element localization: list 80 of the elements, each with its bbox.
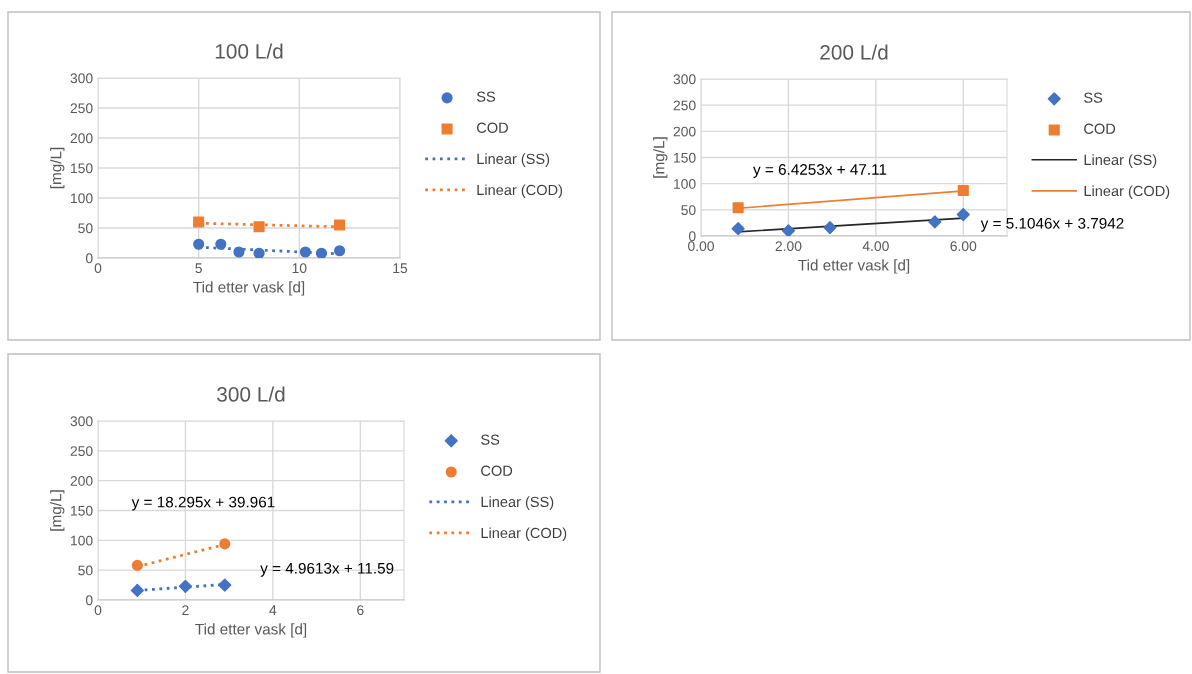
y-tick-label: 100 [71, 535, 93, 546]
point [731, 222, 745, 236]
y-tick-label: 150 [674, 152, 696, 163]
point [928, 215, 942, 229]
y-axis-title: [mg/L] [50, 490, 65, 531]
y-tick-label: 50 [78, 223, 93, 234]
annotation: y = 18.295x + 39.961 [131, 496, 275, 511]
point [732, 202, 744, 214]
y-tick-label: 200 [70, 133, 93, 144]
y-tick-label: 200 [70, 476, 93, 486]
point [781, 224, 796, 236]
point [215, 238, 227, 250]
y-axis-title: [mg/L] [653, 137, 668, 178]
legend-label: SS [1084, 92, 1103, 103]
y-tick-label: 100 [71, 193, 93, 204]
legend-label: Linear (COD) [481, 527, 567, 541]
legend-label: Linear (SS) [1084, 154, 1157, 168]
x-tick-label: 10 [292, 263, 307, 274]
point [193, 238, 205, 250]
y-tick-label: 150 [71, 163, 93, 174]
x-tick-label: 2 [182, 605, 189, 615]
x-tick-label: 4 [269, 605, 277, 615]
legend-label: Linear (COD) [1084, 185, 1170, 199]
y-tick-label: 50 [681, 205, 696, 215]
x-axis-title: Tid etter vask [d] [193, 281, 305, 296]
point [299, 246, 311, 258]
y-tick-label: 150 [71, 505, 93, 516]
chart-title: 100 L/d [215, 43, 283, 59]
x-tick-label: 6.00 [950, 241, 977, 252]
point [233, 246, 245, 258]
point [823, 221, 837, 235]
chart-title: 200 L/d [820, 44, 888, 60]
x-tick-label: 0 [94, 263, 102, 274]
y-tick-label: 0 [85, 595, 93, 606]
y-tick-label: 250 [70, 103, 93, 114]
x-tick-label: 0.00 [688, 241, 714, 252]
point [218, 578, 232, 592]
legend-label: Linear (SS) [477, 153, 550, 167]
y-tick-label: 250 [673, 100, 696, 111]
y-tick-label: 0 [688, 231, 696, 242]
legend-label: COD [1084, 123, 1116, 134]
y-tick-label: 100 [674, 179, 696, 189]
legend-label: Linear (COD) [477, 184, 563, 198]
legend-label: COD [476, 122, 508, 133]
x-tick-label: 15 [393, 263, 408, 274]
x-tick-label: 6 [357, 605, 364, 616]
legend-label: SS [481, 434, 500, 445]
x-axis-title: Tid etter vask [d] [798, 259, 910, 274]
x-tick-label: 5 [195, 263, 202, 274]
x-axis-title: Tid etter vask [d] [195, 623, 307, 638]
y-tick-label: 0 [85, 253, 93, 264]
y-tick-label: 50 [78, 565, 93, 576]
annotation: y = 4.9613x + 11.59 [260, 562, 394, 577]
y-tick-label: 300 [70, 73, 93, 84]
point [334, 245, 346, 257]
legend-label: COD [481, 465, 513, 476]
annotation: y = 5.1046x + 3.7942 [980, 217, 1124, 232]
y-tick-label: 300 [673, 74, 696, 85]
point [315, 247, 328, 258]
point [131, 559, 143, 571]
point [178, 579, 193, 593]
y-tick-label: 250 [70, 446, 93, 456]
y-axis-title: [mg/L] [50, 147, 65, 189]
annotation: y = 6.4253x + 47.11 [753, 164, 887, 178]
legend-label: Linear (SS) [481, 496, 554, 510]
point [193, 216, 205, 228]
y-tick-label: 200 [673, 126, 696, 137]
point [253, 221, 265, 233]
point [253, 247, 265, 258]
point [219, 538, 231, 550]
point [334, 219, 346, 231]
x-tick-label: 2.00 [775, 241, 802, 252]
point [130, 583, 144, 598]
legend-label: SS [476, 91, 496, 102]
x-tick-label: 4.00 [862, 241, 889, 252]
point [957, 184, 969, 197]
x-tick-label: 0 [94, 605, 102, 616]
y-tick-label: 300 [70, 416, 93, 427]
chart-title: 300 L/d [217, 386, 285, 402]
point [956, 207, 970, 222]
